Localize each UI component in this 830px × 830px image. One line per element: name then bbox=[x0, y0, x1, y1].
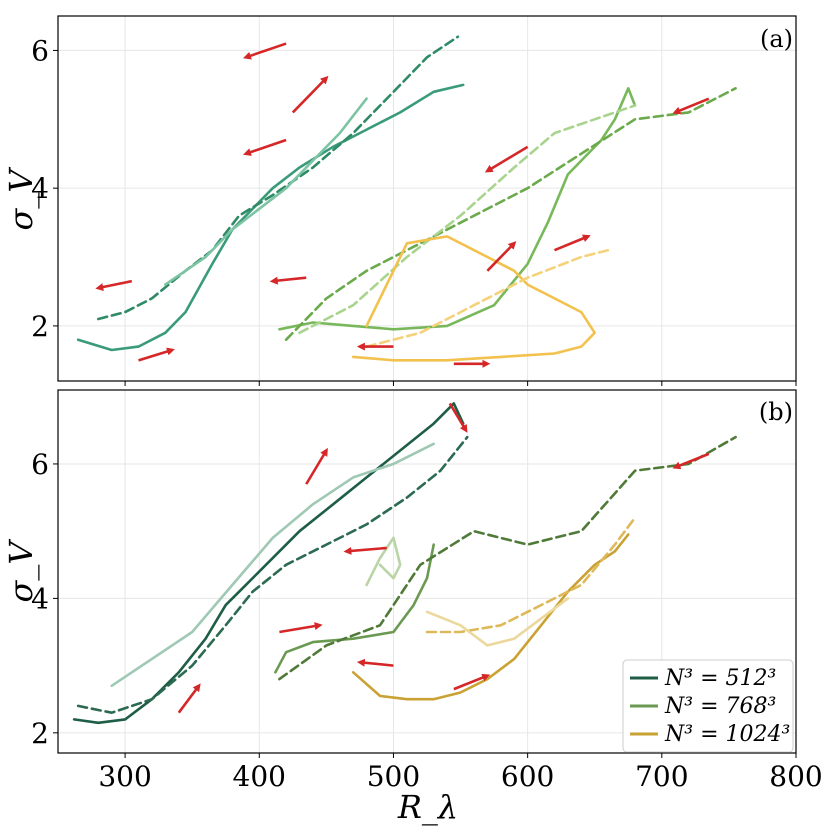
y-tick-label: 6 bbox=[31, 448, 49, 481]
panel-a-series bbox=[76, 35, 737, 362]
x-tick-label: 700 bbox=[635, 760, 688, 793]
panel-b: 2 4 6 300 400 500 600 700 800 (b) bbox=[31, 389, 823, 793]
panel-a-y-ticks: 2 4 6 bbox=[31, 34, 58, 343]
series-line-b-8 bbox=[425, 597, 570, 647]
series-line-a-3 bbox=[278, 87, 637, 331]
panel-b-tag: (b) bbox=[759, 398, 793, 426]
x-axis-label: R_λ bbox=[397, 788, 458, 826]
panel-b-frame bbox=[57, 389, 797, 754]
legend-label-768: N³ = 768³ bbox=[664, 694, 776, 719]
y-axis-label-b: σ_V bbox=[2, 539, 40, 603]
panel-a-x-tick-marks bbox=[124, 381, 797, 386]
direction-arrow-a-7 bbox=[269, 276, 307, 285]
direction-arrow-a-5 bbox=[672, 97, 710, 115]
series-line-b-0 bbox=[72, 402, 465, 725]
panel-a: 2 4 6 (a) bbox=[31, 15, 797, 386]
direction-arrow-b-5 bbox=[672, 452, 710, 470]
series-line-b-6 bbox=[351, 533, 630, 701]
panel-b-y-ticks: 2 4 6 bbox=[31, 448, 58, 750]
panel-a-tag: (a) bbox=[760, 25, 793, 53]
direction-arrow-b-1 bbox=[305, 447, 328, 485]
y-tick-label: 4 bbox=[31, 582, 49, 615]
direction-arrow-a-3 bbox=[243, 42, 287, 60]
x-tick-label: 500 bbox=[367, 760, 420, 793]
direction-arrow-a-4 bbox=[243, 138, 287, 156]
series-line-b-2 bbox=[110, 442, 435, 688]
series-line-a-5 bbox=[298, 104, 637, 335]
series-line-b-4 bbox=[278, 435, 737, 681]
series-line-a-4 bbox=[284, 87, 737, 341]
direction-arrow-b-2 bbox=[448, 402, 468, 433]
x-tick-label: 600 bbox=[501, 760, 554, 793]
x-tick-labels: 300 400 500 600 700 800 bbox=[98, 760, 822, 793]
panel-a-frame bbox=[57, 15, 797, 382]
direction-arrow-b-7 bbox=[453, 673, 491, 691]
direction-arrow-b-3 bbox=[343, 546, 387, 555]
series-line-b-7 bbox=[425, 516, 637, 634]
panel-b-x-tick-marks bbox=[124, 753, 797, 758]
legend-label-512: N³ = 512³ bbox=[664, 666, 776, 691]
legend-box bbox=[622, 659, 794, 753]
series-line-b-5 bbox=[365, 536, 402, 587]
legend: N³ = 512³ N³ = 768³ N³ = 1024³ bbox=[622, 659, 794, 753]
series-line-a-0 bbox=[76, 83, 465, 352]
direction-arrow-a-0 bbox=[138, 347, 175, 362]
series-line-a-7 bbox=[365, 248, 610, 348]
series-line-b-3 bbox=[274, 543, 435, 674]
series-line-a-1 bbox=[97, 35, 460, 321]
y-tick-label: 4 bbox=[31, 172, 49, 205]
panel-a-arrows bbox=[95, 42, 710, 368]
series-line-b-1 bbox=[76, 435, 469, 714]
direction-arrow-a-8 bbox=[486, 241, 517, 272]
series-line-a-6 bbox=[351, 235, 596, 362]
legend-label-1024: N³ = 1024³ bbox=[664, 722, 790, 747]
x-tick-label: 400 bbox=[233, 760, 286, 793]
x-tick-label: 300 bbox=[98, 760, 151, 793]
direction-arrow-b-4 bbox=[279, 622, 323, 634]
direction-arrow-a-1 bbox=[95, 279, 133, 291]
panel-b-arrows bbox=[177, 402, 710, 714]
y-tick-label: 2 bbox=[31, 310, 49, 343]
y-tick-label: 2 bbox=[31, 717, 49, 750]
direction-arrow-a-2 bbox=[291, 75, 329, 114]
panel-b-series bbox=[72, 402, 737, 725]
direction-arrow-a-9 bbox=[553, 234, 591, 252]
y-tick-label: 6 bbox=[31, 34, 49, 67]
direction-arrow-b-6 bbox=[356, 658, 394, 667]
direction-arrow-a-6 bbox=[484, 145, 529, 173]
x-tick-label: 800 bbox=[769, 760, 822, 793]
y-axis-label-a: σ_V bbox=[2, 167, 40, 231]
series-line-a-2 bbox=[164, 97, 368, 286]
direction-arrow-b-0 bbox=[177, 683, 201, 714]
